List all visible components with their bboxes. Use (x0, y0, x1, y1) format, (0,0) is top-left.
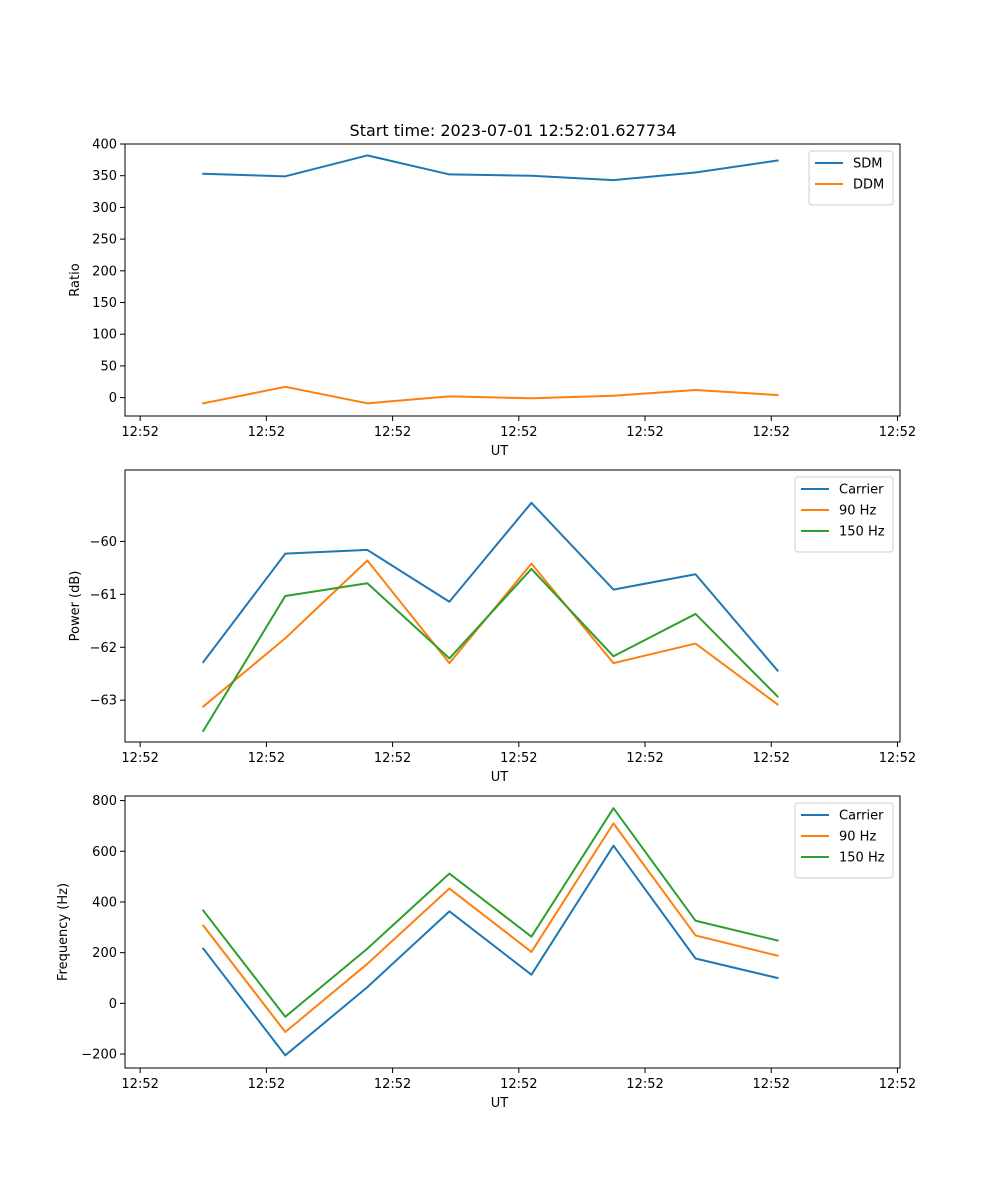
x-tick-label: 12:52 (626, 1077, 663, 1092)
x-tick-label: 12:52 (626, 751, 663, 766)
y-axis-label: Frequency (Hz) (56, 883, 71, 981)
chart-title: Start time: 2023-07-01 12:52:01.627734 (350, 121, 677, 140)
x-tick-label: 12:52 (753, 1077, 790, 1092)
y-tick-label: −200 (81, 1048, 117, 1063)
y-tick-label: 400 (92, 138, 117, 153)
y-tick-label: −60 (90, 535, 117, 550)
series-line-carrier (201, 501, 779, 672)
x-tick-label: 12:52 (500, 425, 537, 440)
y-tick-label: 400 (92, 895, 117, 910)
legend: Carrier 90 Hz 150 Hz (794, 476, 894, 553)
series-line-90-hz (201, 822, 779, 1033)
y-tick-label: −61 (90, 588, 117, 603)
axes-frame (124, 143, 901, 417)
x-tick-label: 12:52 (248, 425, 285, 440)
legend-box (794, 802, 894, 879)
legend-label-90-hz: 90 Hz (839, 504, 876, 519)
y-tick-label: 800 (92, 794, 117, 809)
series-line-sdm (202, 154, 779, 182)
y-tick-label: 0 (109, 997, 117, 1012)
legend-label-150-hz: 150 Hz (839, 851, 885, 866)
panels: 12:5212:5212:5212:5212:5212:5212:5212:53… (56, 138, 916, 1112)
x-tick-label: 12:52 (626, 425, 663, 440)
panel-2: 12:5212:5212:5212:5212:5212:5212:5212:53… (68, 469, 916, 785)
axes-frame (124, 469, 901, 743)
x-axis-label: UT (491, 444, 509, 459)
x-tick-label: 12:52 (374, 1077, 411, 1092)
x-axis-label: UT (491, 770, 509, 785)
legend-label-150-hz: 150 Hz (839, 525, 885, 540)
axes-frame (124, 795, 901, 1069)
x-tick-label: 12:52 (500, 751, 537, 766)
legend-box (808, 150, 894, 206)
x-tick-label: 12:52 (753, 425, 790, 440)
y-tick-label: 250 (92, 233, 117, 248)
y-tick-label: 300 (92, 201, 117, 216)
panel-3: 12:5212:5212:5212:5212:5212:5212:5212:53… (56, 794, 916, 1111)
legend-label-ddm: DDM (853, 178, 884, 193)
y-tick-label: −62 (90, 641, 117, 656)
y-tick-label: 150 (92, 296, 117, 311)
x-tick-label: 12:52 (879, 1077, 916, 1092)
legend-box (794, 476, 894, 553)
series-line-150-hz (201, 567, 779, 733)
x-tick-label: 12:52 (248, 751, 285, 766)
y-tick-label: 200 (92, 264, 117, 279)
y-tick-label: 350 (92, 169, 117, 184)
x-axis-label: UT (491, 1096, 509, 1111)
x-tick-label: 12:52 (374, 751, 411, 766)
legend-label-sdm: SDM (853, 157, 882, 172)
x-tick-label: 12:52 (121, 425, 158, 440)
legend-label-carrier: Carrier (839, 483, 884, 498)
y-tick-label: 100 (92, 328, 117, 343)
y-tick-label: 600 (92, 845, 117, 860)
x-tick-label: 12:52 (248, 1077, 285, 1092)
legend: SDM DDM (808, 150, 894, 206)
x-tick-label: 12:52 (374, 425, 411, 440)
y-tick-label: 50 (100, 359, 117, 374)
series-line-ddm (202, 385, 779, 405)
x-tick-label: 12:52 (500, 1077, 537, 1092)
x-tick-label: 12:52 (879, 751, 916, 766)
series-line-150-hz (201, 807, 779, 1018)
x-tick-label: 12:52 (121, 751, 158, 766)
y-tick-label: 0 (109, 391, 117, 406)
y-tick-label: 200 (92, 946, 117, 961)
y-axis-label: Ratio (68, 263, 83, 296)
x-tick-label: 12:52 (121, 1077, 158, 1092)
x-tick-label: 12:52 (879, 425, 916, 440)
x-tick-label: 12:52 (753, 751, 790, 766)
series-line-carrier (201, 844, 779, 1057)
panel-1: 12:5212:5212:5212:5212:5212:5212:5212:53… (68, 138, 916, 460)
legend: Carrier 90 Hz 150 Hz (794, 802, 894, 879)
legend-label-carrier: Carrier (839, 809, 884, 824)
y-axis-label: Power (dB) (68, 571, 83, 642)
legend-label-90-hz: 90 Hz (839, 830, 876, 845)
y-tick-label: −63 (90, 694, 117, 709)
